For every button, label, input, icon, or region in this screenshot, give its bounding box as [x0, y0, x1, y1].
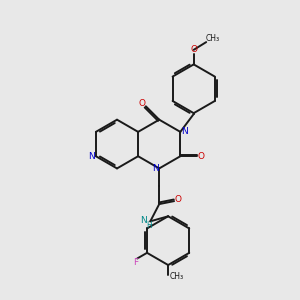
Text: N: N [181, 128, 188, 136]
Text: CH₃: CH₃ [170, 272, 184, 281]
Text: CH₃: CH₃ [206, 34, 220, 43]
Text: O: O [138, 99, 145, 108]
Text: O: O [175, 195, 182, 204]
Text: O: O [197, 152, 204, 161]
Text: N: N [152, 164, 159, 173]
Text: F: F [133, 258, 138, 267]
Text: N: N [88, 152, 95, 161]
Text: H: H [146, 221, 152, 230]
Text: O: O [190, 45, 197, 54]
Text: N: N [140, 216, 147, 225]
